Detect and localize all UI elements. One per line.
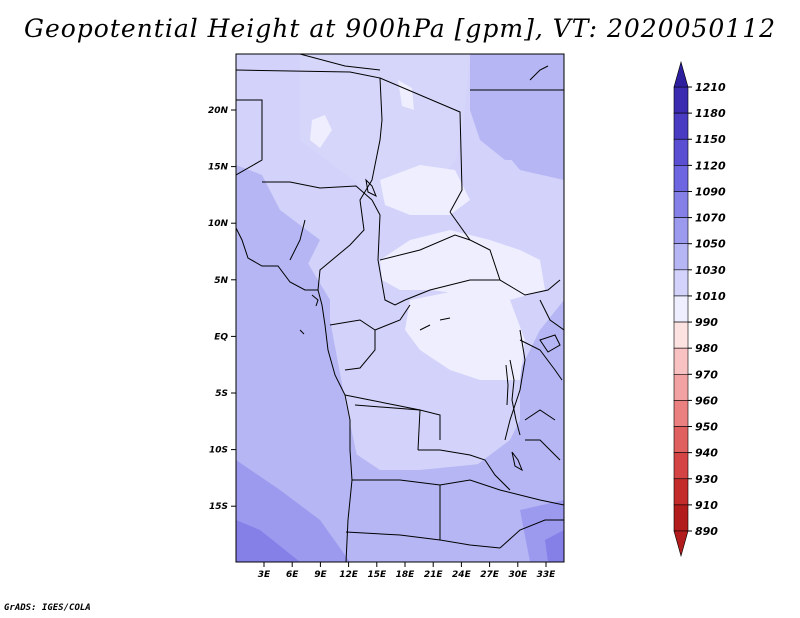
colorbar-swatch bbox=[673, 347, 689, 375]
lat-label: 5N bbox=[214, 276, 228, 286]
colorbar-label: 1210 bbox=[695, 81, 726, 94]
lon-label: 24E bbox=[452, 570, 472, 580]
latitude-axis: 20N 15N 10N 5N EQ 5S 10S 15S bbox=[208, 106, 236, 512]
height-field bbox=[236, 54, 564, 562]
boundaries bbox=[236, 54, 564, 562]
colorbar-label: 1090 bbox=[695, 185, 726, 198]
lon-label: 15E bbox=[367, 570, 387, 580]
colorbar-swatch bbox=[673, 295, 689, 323]
lon-label: 33E bbox=[537, 570, 557, 580]
colorbar-swatch bbox=[673, 269, 689, 297]
colorbar-swatch bbox=[673, 243, 689, 271]
colorbar-label: 950 bbox=[695, 421, 718, 434]
lon-label: 3E bbox=[258, 570, 271, 580]
colorbar-swatch bbox=[673, 112, 689, 140]
colorbar-swatch bbox=[673, 165, 689, 192]
lon-label: 30E bbox=[508, 570, 528, 580]
lon-label: 18E bbox=[396, 570, 416, 580]
lat-label: 10S bbox=[209, 446, 228, 456]
colorbar-swatch bbox=[673, 217, 689, 245]
colorbar: 1210 1180 1150 1120 1090 1070 1050 1030 1010 990 9… bbox=[673, 60, 726, 558]
colorbar-swatch bbox=[673, 426, 689, 453]
colorbar-label: 1070 bbox=[695, 212, 726, 225]
colorbar-swatch bbox=[673, 452, 689, 480]
colorbar-label: 1030 bbox=[695, 264, 726, 277]
colorbar-label: 1180 bbox=[695, 107, 726, 120]
lon-label: 27E bbox=[480, 570, 500, 580]
colorbar-label: 980 bbox=[695, 342, 718, 355]
colorbar-label: 1120 bbox=[695, 159, 726, 172]
colorbar-label: 960 bbox=[695, 394, 718, 407]
chart-title: Geopotential Height at 900hPa [gpm], VT:… bbox=[23, 14, 777, 43]
lon-label: 12E bbox=[339, 570, 359, 580]
colorbar-label: 910 bbox=[695, 499, 718, 512]
colorbar-swatch bbox=[673, 400, 689, 427]
footer-credit: GrADS: IGES/COLA bbox=[4, 603, 91, 613]
lon-label: 6E bbox=[286, 570, 299, 580]
colorbar-label: 930 bbox=[695, 473, 718, 486]
longitude-axis: 3E 6E 9E 12E 15E 18E 21E 24E 27E 30E 33E bbox=[258, 562, 556, 580]
lon-label: 9E bbox=[314, 570, 327, 580]
colorbar-swatch bbox=[673, 86, 689, 114]
lat-label: EQ bbox=[214, 332, 228, 342]
colorbar-label: 970 bbox=[695, 368, 718, 381]
colorbar-swatch bbox=[673, 478, 689, 506]
colorbar-label: 990 bbox=[695, 316, 718, 329]
colorbar-label: 1150 bbox=[695, 133, 726, 146]
colorbar-label: 890 bbox=[695, 525, 718, 538]
colorbar-swatch bbox=[673, 321, 689, 349]
colorbar-label: 940 bbox=[695, 447, 718, 460]
lat-label: 15N bbox=[208, 163, 229, 173]
colorbar-top-arrow bbox=[673, 60, 689, 88]
map-frame bbox=[235, 53, 565, 563]
colorbar-bottom-arrow bbox=[673, 530, 689, 558]
colorbar-label: 1050 bbox=[695, 238, 726, 251]
lat-label: 10N bbox=[208, 219, 229, 229]
colorbar-swatch bbox=[673, 373, 689, 401]
lat-label: 15S bbox=[209, 502, 228, 512]
colorbar-swatch bbox=[673, 504, 689, 532]
lat-label: 5S bbox=[215, 389, 228, 399]
colorbar-label: 1010 bbox=[695, 290, 726, 303]
lat-label: 20N bbox=[208, 106, 229, 116]
colorbar-swatch bbox=[673, 138, 689, 166]
lon-label: 21E bbox=[424, 570, 444, 580]
colorbar-swatch bbox=[673, 191, 689, 218]
